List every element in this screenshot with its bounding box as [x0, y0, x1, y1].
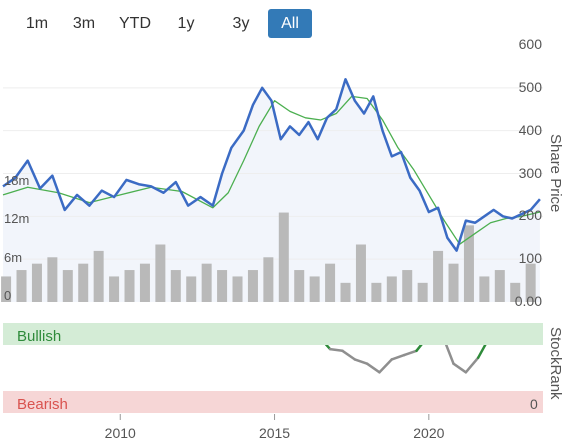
stockrank-segment — [378, 358, 394, 374]
sma-line — [2, 95, 541, 245]
volume-bar — [386, 276, 397, 302]
stockrank-segment — [452, 362, 468, 374]
volume-square-swatch — [117, 68, 125, 76]
volume-bar — [479, 276, 490, 302]
price-tick-label: 500 — [518, 78, 542, 95]
volume-bar — [247, 270, 258, 302]
price-tick-label: 200 — [518, 207, 542, 224]
volume-tick-label: 12m — [4, 211, 30, 227]
volume-bar — [124, 270, 135, 302]
volume-bar — [16, 270, 27, 302]
price-tick-label: 100 — [518, 250, 542, 267]
x-tick-label: 2010 — [104, 425, 136, 441]
stockrank-segment — [464, 356, 480, 374]
volume-bar — [263, 257, 274, 302]
volume-tick-label: 18m — [4, 173, 30, 188]
price-axis-title: Share Price — [547, 134, 564, 213]
sma-line-swatch — [12, 71, 28, 74]
volume-bar — [278, 212, 289, 302]
plot-background — [3, 45, 543, 302]
volume-bar — [201, 263, 212, 302]
stockrank-axis-title: StockRank — [547, 327, 564, 400]
volume-bar — [340, 282, 351, 302]
x-tick-label: 2015 — [258, 425, 291, 441]
volume-bar — [433, 250, 444, 302]
x-tick-label: 2020 — [413, 425, 445, 441]
volume-bar — [371, 282, 382, 302]
stockrank-bottom-value: 0 — [530, 396, 538, 412]
stockrank-segment — [390, 353, 406, 361]
price-tick-label: 300 — [518, 164, 542, 181]
volume-bar — [448, 263, 459, 302]
volume-tick-label: 6m — [4, 249, 23, 265]
bearish-band — [3, 391, 543, 413]
price-area — [3, 79, 540, 303]
volume-bar — [402, 270, 413, 302]
volume-bar — [139, 263, 150, 302]
volume-bar — [463, 225, 474, 302]
volume-bar — [494, 270, 505, 302]
stockrank-segment — [341, 349, 357, 361]
stockrank-segment — [402, 349, 418, 357]
volume-bar — [47, 257, 58, 302]
volume-bar — [31, 263, 42, 302]
volume-bar — [355, 244, 366, 302]
bearish-label: Bearish — [17, 396, 68, 413]
legend-volume-item[interactable]: Volume — [107, 63, 178, 80]
volume-bar — [417, 282, 428, 302]
range-button-3y[interactable]: 3y — [232, 15, 250, 32]
price-tick-label: 0.00 — [514, 293, 542, 309]
chart-legend: SMA (200) Volume — [12, 63, 178, 80]
legend-sma-item[interactable]: SMA (200) — [12, 63, 103, 80]
volume-bar — [232, 276, 243, 302]
volume-bar — [309, 276, 320, 302]
volume-bar — [62, 270, 73, 302]
stockrank-segment — [365, 362, 381, 374]
volume-bar — [294, 270, 305, 302]
volume-bar — [325, 263, 336, 302]
legend-sma-label: SMA (200) — [32, 63, 103, 80]
volume-bar — [217, 270, 228, 302]
share-price-line — [2, 78, 541, 252]
stockrank-segment — [353, 358, 369, 365]
volume-bar — [78, 263, 89, 302]
volume-bar — [155, 244, 166, 302]
range-button-1m[interactable]: 1m — [25, 15, 49, 32]
volume-bar — [170, 270, 181, 302]
volume-tick-label: 0 — [4, 288, 12, 303]
volume-bar — [186, 276, 197, 302]
bullish-label: Bullish — [17, 328, 62, 345]
range-button-all[interactable]: All — [268, 9, 312, 38]
range-button-3m[interactable]: 3m — [72, 15, 96, 32]
price-tick-label: 400 — [518, 121, 542, 138]
bullish-band — [3, 323, 543, 345]
stockrank-segment — [328, 347, 344, 353]
legend-volume-label: Volume — [128, 63, 179, 80]
volume-bar — [109, 276, 120, 302]
volume-bar — [93, 250, 104, 302]
range-button-1y[interactable]: 1y — [177, 15, 195, 32]
price-tick-label: 600 — [518, 36, 542, 52]
range-button-ytd[interactable]: YTD — [119, 15, 151, 32]
